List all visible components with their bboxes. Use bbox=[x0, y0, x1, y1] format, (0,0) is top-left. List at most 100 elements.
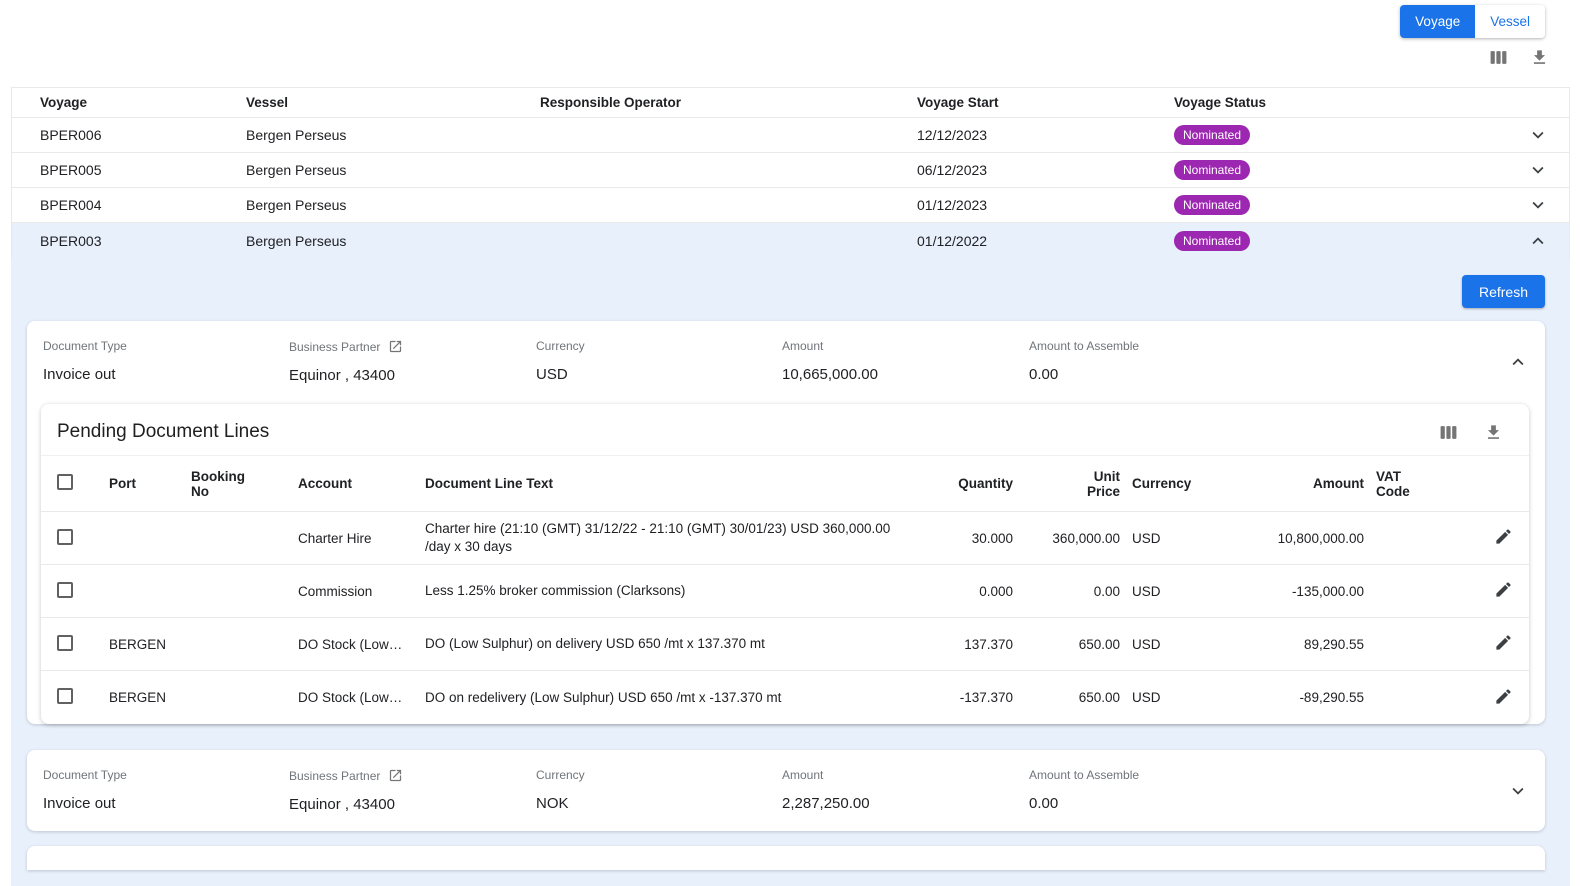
status-badge: Nominated bbox=[1174, 160, 1250, 180]
field-amount-to-assemble: Amount to Assemble 0.00 bbox=[1029, 339, 1489, 383]
amount-value: 10,665,000.00 bbox=[782, 366, 1029, 383]
top-toolbar: Voyage Vessel bbox=[0, 0, 1581, 87]
open-in-new-icon[interactable] bbox=[388, 768, 403, 783]
voyage-table-header: Voyage Vessel Responsible Operator Voyag… bbox=[12, 88, 1569, 118]
chevron-down-icon[interactable] bbox=[1527, 124, 1549, 146]
currency-value: NOK bbox=[536, 795, 782, 812]
currency-value: USD bbox=[536, 366, 782, 383]
chevron-up-icon[interactable] bbox=[1527, 230, 1549, 252]
field-amount-to-assemble: Amount to Assemble 0.00 bbox=[1029, 768, 1489, 812]
columns-icon[interactable] bbox=[1439, 423, 1458, 442]
voyage-row-bper003[interactable]: BPER003 Bergen Perseus 01/12/2022 Nomina… bbox=[12, 223, 1569, 258]
edit-pencil-icon[interactable] bbox=[1494, 687, 1513, 706]
quantity-cell: -137.370 bbox=[928, 690, 1013, 705]
document-card-nok: Document Type Invoice out Business Partn… bbox=[27, 750, 1545, 831]
start-cell: 12/12/2023 bbox=[917, 127, 1174, 143]
col-header-voyage: Voyage bbox=[40, 95, 246, 110]
amount-to-assemble-value: 0.00 bbox=[1029, 366, 1489, 383]
status-badge: Nominated bbox=[1174, 231, 1250, 251]
currency-cell: USD bbox=[1132, 637, 1212, 652]
line-text-cell: Less 1.25% broker commission (Clarksons) bbox=[425, 574, 916, 608]
voyage-row-bper005[interactable]: BPER005 Bergen Perseus 06/12/2023 Nomina… bbox=[12, 153, 1569, 188]
line-text-cell: DO on redelivery (Low Sulphur) USD 650 /… bbox=[425, 681, 916, 715]
voyage-cell: BPER004 bbox=[40, 197, 246, 213]
account-cell: Charter Hire bbox=[298, 531, 413, 546]
currency-cell: USD bbox=[1132, 584, 1212, 599]
line-text-cell: DO (Low Sulphur) on delivery USD 650 /mt… bbox=[425, 627, 916, 661]
pending-lines-title: Pending Document Lines bbox=[57, 421, 269, 443]
document-line-row: BERGEN DO Stock (Low… DO (Low Sulphur) o… bbox=[41, 618, 1529, 671]
download-icon[interactable] bbox=[1530, 48, 1549, 67]
unit-price-cell: 0.00 bbox=[1025, 584, 1120, 599]
line-text-cell: Charter hire (21:10 (GMT) 31/12/22 - 21:… bbox=[425, 512, 916, 564]
amount-cell: 89,290.55 bbox=[1224, 637, 1364, 652]
amount-cell: -89,290.55 bbox=[1224, 690, 1364, 705]
voyage-table: Voyage Vessel Responsible Operator Voyag… bbox=[11, 87, 1570, 258]
download-icon[interactable] bbox=[1484, 423, 1503, 442]
chevron-up-icon[interactable] bbox=[1507, 351, 1529, 373]
refresh-button[interactable]: Refresh bbox=[1462, 275, 1545, 308]
document-line-row: Commission Less 1.25% broker commission … bbox=[41, 565, 1529, 618]
start-cell: 06/12/2023 bbox=[917, 162, 1174, 178]
col-header-port: Port bbox=[109, 476, 179, 491]
edit-pencil-icon[interactable] bbox=[1494, 580, 1513, 599]
start-cell: 01/12/2022 bbox=[917, 233, 1174, 249]
vessel-toggle-button[interactable]: Vessel bbox=[1475, 5, 1545, 38]
field-business-partner: Business Partner Equinor , 43400 bbox=[289, 768, 536, 813]
row-checkbox[interactable] bbox=[57, 582, 73, 598]
voyage-cell: BPER006 bbox=[40, 127, 246, 143]
field-amount: Amount 2,287,250.00 bbox=[782, 768, 1029, 812]
port-cell: BERGEN bbox=[109, 690, 179, 705]
vessel-cell: Bergen Perseus bbox=[246, 127, 540, 143]
row-checkbox[interactable] bbox=[57, 688, 73, 704]
unit-price-cell: 650.00 bbox=[1025, 690, 1120, 705]
quantity-cell: 137.370 bbox=[928, 637, 1013, 652]
chevron-down-icon[interactable] bbox=[1507, 780, 1529, 802]
field-document-type: Document Type Invoice out bbox=[43, 768, 289, 812]
currency-cell: USD bbox=[1132, 531, 1212, 546]
document-line-row: BERGEN DO Stock (Low… DO on redelivery (… bbox=[41, 671, 1529, 724]
chevron-down-icon[interactable] bbox=[1527, 159, 1549, 181]
col-header-status: Voyage Status bbox=[1174, 95, 1509, 110]
columns-icon[interactable] bbox=[1489, 48, 1508, 67]
chevron-down-icon[interactable] bbox=[1527, 194, 1549, 216]
voyage-row-bper004[interactable]: BPER004 Bergen Perseus 01/12/2023 Nomina… bbox=[12, 188, 1569, 223]
amount-cell: 10,800,000.00 bbox=[1224, 531, 1364, 546]
row-checkbox[interactable] bbox=[57, 635, 73, 651]
unit-price-cell: 360,000.00 bbox=[1025, 531, 1120, 546]
vessel-cell: Bergen Perseus bbox=[246, 233, 540, 249]
voyage-toggle-button[interactable]: Voyage bbox=[1400, 5, 1475, 38]
document-type-value: Invoice out bbox=[43, 366, 289, 383]
col-header-start: Voyage Start bbox=[917, 95, 1174, 110]
status-badge: Nominated bbox=[1174, 195, 1250, 215]
account-cell: DO Stock (Low… bbox=[298, 637, 413, 652]
vessel-cell: Bergen Perseus bbox=[246, 197, 540, 213]
col-header-unit-price: Unit Price bbox=[1025, 469, 1120, 499]
document-card-partial bbox=[27, 846, 1545, 870]
business-partner-value: Equinor , 43400 bbox=[289, 367, 536, 384]
edit-pencil-icon[interactable] bbox=[1494, 633, 1513, 652]
field-business-partner: Business Partner Equinor , 43400 bbox=[289, 339, 536, 384]
port-cell: BERGEN bbox=[109, 637, 179, 652]
account-cell: DO Stock (Low… bbox=[298, 690, 413, 705]
col-header-vat-code: VAT Code bbox=[1376, 469, 1461, 499]
amount-value: 2,287,250.00 bbox=[782, 795, 1029, 812]
quantity-cell: 0.000 bbox=[928, 584, 1013, 599]
col-header-amount: Amount bbox=[1224, 476, 1364, 491]
currency-cell: USD bbox=[1132, 690, 1212, 705]
view-toggle: Voyage Vessel bbox=[1400, 5, 1545, 38]
account-cell: Commission bbox=[298, 584, 413, 599]
col-header-operator: Responsible Operator bbox=[540, 95, 917, 110]
select-all-checkbox[interactable] bbox=[57, 474, 73, 490]
expanded-voyage-panel: Refresh Document Type Invoice out Busine… bbox=[11, 258, 1570, 886]
pending-document-lines-card: Pending Document Lines Port Booking No A… bbox=[41, 404, 1529, 724]
pending-lines-header: Port Booking No Account Document Line Te… bbox=[41, 455, 1529, 512]
col-header-vessel: Vessel bbox=[246, 95, 540, 110]
voyage-row-bper006[interactable]: BPER006 Bergen Perseus 12/12/2023 Nomina… bbox=[12, 118, 1569, 153]
open-in-new-icon[interactable] bbox=[388, 339, 403, 354]
edit-pencil-icon[interactable] bbox=[1494, 527, 1513, 546]
row-checkbox[interactable] bbox=[57, 529, 73, 545]
col-header-booking-no: Booking No bbox=[191, 469, 286, 499]
voyage-cell: BPER005 bbox=[40, 162, 246, 178]
field-document-type: Document Type Invoice out bbox=[43, 339, 289, 383]
